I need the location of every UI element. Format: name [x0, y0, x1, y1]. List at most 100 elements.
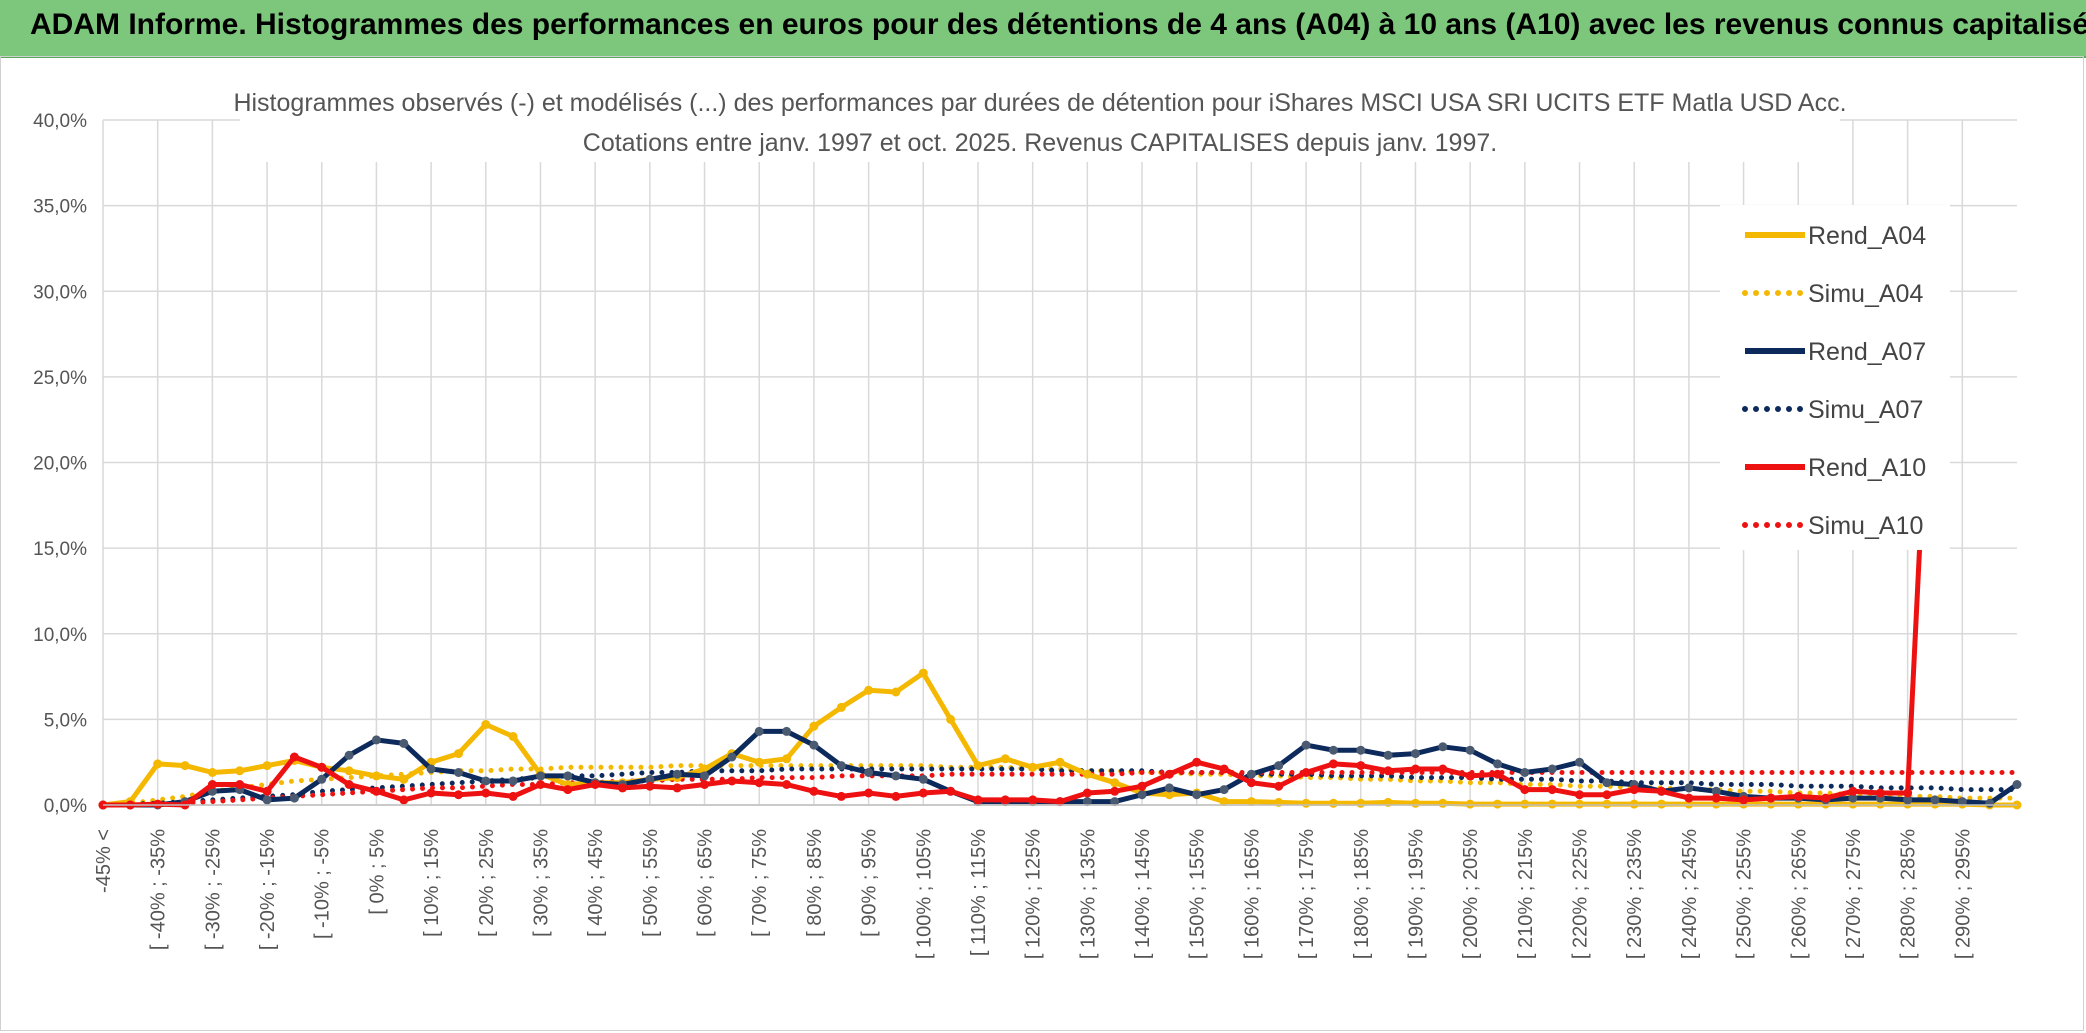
- data-point: [1110, 797, 1120, 807]
- data-point: [317, 762, 327, 772]
- data-point: [344, 780, 354, 789]
- data-point: [1356, 745, 1366, 755]
- data-point: [1575, 790, 1584, 800]
- data-point: [891, 771, 901, 781]
- x-tick-label: [ 220% ; 225%: [1570, 829, 1592, 959]
- y-tick-label: 10,0%: [33, 625, 87, 646]
- data-point: [508, 776, 518, 786]
- data-point: [946, 786, 956, 796]
- data-point: [508, 732, 518, 741]
- data-point: [1028, 762, 1038, 772]
- data-point: [153, 799, 163, 809]
- data-point: [864, 788, 874, 798]
- data-point: [1602, 790, 1612, 800]
- data-point: [1848, 793, 1858, 803]
- data-point: [1575, 799, 1584, 809]
- data-point: [1465, 771, 1475, 781]
- data-point: [1575, 757, 1584, 767]
- data-point: [1137, 790, 1147, 800]
- data-point: [864, 685, 874, 695]
- data-point: [782, 780, 792, 789]
- data-point: [1602, 778, 1612, 788]
- data-point: [1411, 798, 1420, 808]
- data-point: [180, 761, 190, 771]
- legend-label: Rend_A07: [1808, 338, 1926, 366]
- data-point: [1328, 798, 1338, 808]
- data-point: [399, 795, 409, 805]
- data-point: [918, 668, 928, 678]
- data-point: [153, 759, 163, 769]
- axis-layer: 0,0% 5,0% 10,0% 15,0% 20,0% 25,0% 30,0% 35,0% 40…: [33, 111, 2017, 959]
- data-point: [1219, 797, 1229, 807]
- data-point: [1629, 799, 1639, 809]
- legend: Rend_A04 Simu_A04 Rend_A07 Simu_A07 Rend_A10…: [1720, 205, 1950, 550]
- data-point: [918, 788, 928, 798]
- y-tick-label: 5,0%: [44, 710, 87, 731]
- data-point: [1684, 793, 1694, 803]
- series-line: [100, 770, 2020, 808]
- data-point: [1164, 783, 1174, 793]
- data-point: [289, 793, 299, 803]
- data-point: [1000, 795, 1010, 805]
- data-point: [1246, 778, 1256, 788]
- data-point: [782, 754, 792, 764]
- x-tick-label: [ 240% ; 245%: [1679, 829, 1701, 959]
- data-point: [1301, 798, 1311, 808]
- data-point: [262, 786, 272, 796]
- x-tick-label: [ 120% ; 125%: [1023, 829, 1045, 959]
- data-point: [1438, 764, 1448, 774]
- x-tick-label: [ -30% ; -25%: [202, 829, 224, 950]
- data-point: [1328, 759, 1338, 769]
- data-point: [1219, 785, 1229, 795]
- data-point: [207, 780, 217, 789]
- data-point: [1055, 757, 1065, 767]
- report-title: ADAM Informe. Histogrammes des performan…: [30, 8, 2086, 41]
- data-point: [481, 720, 491, 729]
- x-tick-label: [ 110% ; 115%: [968, 829, 990, 956]
- data-point: [1493, 799, 1502, 809]
- data-point: [1000, 754, 1010, 764]
- x-tick-label: [ 150% ; 155%: [1187, 829, 1209, 959]
- x-tick-label: [ 140% ; 145%: [1132, 829, 1154, 959]
- data-point: [1657, 799, 1666, 809]
- data-point: [481, 776, 491, 786]
- data-point: [973, 795, 983, 805]
- data-point: [1903, 788, 1913, 798]
- data-point: [1520, 799, 1530, 809]
- data-point: [727, 752, 737, 762]
- data-point: [700, 780, 709, 789]
- y-tick-label: 25,0%: [33, 368, 87, 389]
- x-tick-label: [ 180% ; 185%: [1351, 829, 1373, 959]
- data-point: [1219, 764, 1229, 774]
- x-tick-label: [ 250% ; 255%: [1734, 829, 1756, 959]
- y-tick-label: 20,0%: [33, 454, 87, 475]
- legend-background: [1720, 205, 1950, 550]
- data-point: [1301, 768, 1311, 777]
- chart-title-background: [240, 82, 1840, 162]
- data-point: [946, 714, 956, 724]
- data-point: [289, 752, 299, 762]
- data-point: [426, 788, 436, 798]
- x-tick-label: [ 210% ; 215%: [1515, 829, 1537, 959]
- data-point: [1547, 764, 1557, 774]
- data-point: [1274, 761, 1284, 771]
- data-point: [399, 774, 409, 784]
- data-point: [1903, 795, 1913, 805]
- data-point: [371, 735, 381, 745]
- data-point: [1848, 786, 1858, 796]
- x-tick-label: [ 20% ; 25%: [476, 829, 498, 937]
- data-point: [1465, 745, 1475, 755]
- chart-title-layer: Histogrammes observés (-) et modélisés (…: [233, 82, 1847, 162]
- data-point: [1274, 781, 1284, 791]
- x-tick-label: [ 70% ; 75%: [749, 829, 771, 937]
- data-point: [1028, 795, 1038, 805]
- data-point: [891, 791, 901, 801]
- data-point: [1793, 791, 1803, 801]
- legend-label: Simu_A10: [1808, 512, 1923, 540]
- data-point: [1192, 790, 1202, 800]
- data-point: [454, 749, 463, 759]
- x-tick-label: [ 90% ; 95%: [859, 829, 881, 937]
- x-tick-label: [ -40% ; -35%: [148, 829, 170, 950]
- data-point: [454, 790, 463, 800]
- data-point: [1383, 766, 1393, 776]
